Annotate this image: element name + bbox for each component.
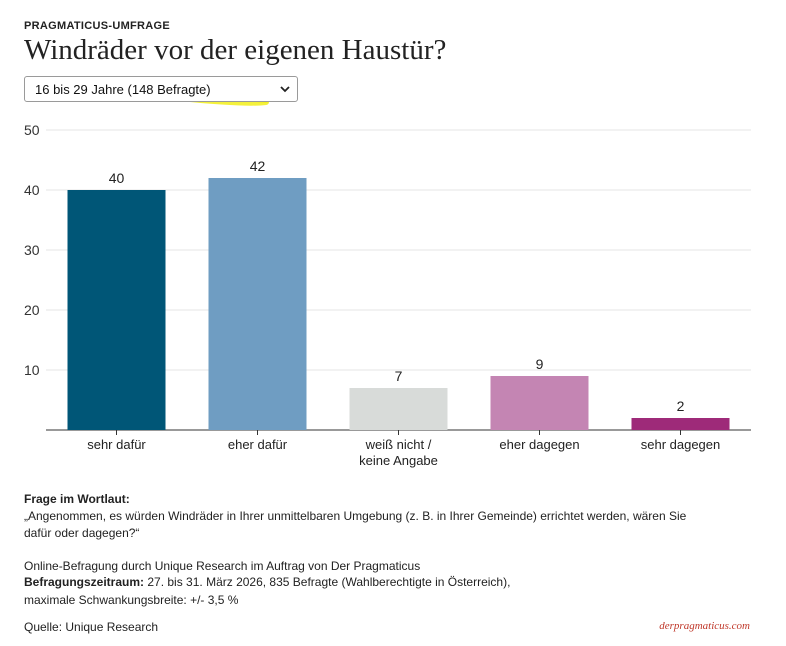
brand-link[interactable]: derpragmaticus.com bbox=[659, 620, 750, 632]
period-label: Befragungszeitraum: bbox=[24, 575, 145, 589]
bar-chart: 10 20 30 40 50 40 sehr dafür 42 eher dafür 7 weiß … bbox=[24, 122, 751, 468]
x-tick-label: sehr dafür bbox=[87, 437, 146, 452]
y-tick-label: 30 bbox=[24, 242, 40, 258]
question-line-1: „Angenommen, es würden Windräder in Ihre… bbox=[24, 509, 687, 523]
period-value: 27. bis 31. März 2026, 835 Befragte (Wah… bbox=[144, 575, 511, 589]
source-text: Quelle: Unique Research bbox=[24, 620, 159, 634]
y-tick-label: 50 bbox=[24, 122, 40, 138]
bar bbox=[349, 388, 448, 430]
bar-value-label: 42 bbox=[250, 158, 266, 174]
bar bbox=[67, 190, 166, 430]
y-tick-label: 40 bbox=[24, 182, 40, 198]
x-tick-label: weiß nicht / keine Angabe bbox=[359, 437, 438, 468]
question-text: „Angenommen, es würden Windräder in Ihre… bbox=[24, 508, 744, 541]
age-group-select[interactable]: 16 bis 29 Jahre (148 Befragte) bbox=[24, 76, 298, 102]
y-tick-label: 10 bbox=[24, 362, 40, 378]
survey-eyebrow: PRAGMATICUS-UMFRAGE bbox=[24, 20, 171, 32]
x-tick-label: eher dafür bbox=[228, 437, 288, 452]
question-title: Frage im Wortlaut: bbox=[24, 492, 130, 506]
age-group-select-box[interactable]: 16 bis 29 Jahre (148 Befragte) bbox=[24, 76, 298, 102]
bar bbox=[631, 418, 730, 430]
bar-value-label: 40 bbox=[109, 170, 125, 186]
bar bbox=[490, 376, 589, 430]
bar bbox=[208, 178, 307, 430]
method-text: Online-Befragung durch Unique Research i… bbox=[24, 559, 421, 573]
margin-text: maximale Schwankungsbreite: +/- 3,5 % bbox=[24, 593, 239, 607]
x-tick-label: sehr dagegen bbox=[641, 437, 721, 452]
page-title: Windräder vor der eigenen Haustür? bbox=[24, 34, 447, 66]
bar-value-label: 2 bbox=[677, 398, 685, 414]
x-tick-label: eher dagegen bbox=[499, 437, 579, 452]
period-text: Befragungszeitraum: 27. bis 31. März 202… bbox=[24, 574, 624, 591]
bar-value-label: 9 bbox=[536, 356, 544, 372]
age-group-selected-value: 16 bis 29 Jahre (148 Befragte) bbox=[35, 82, 211, 97]
question-line-2: dafür oder dagegen?“ bbox=[24, 525, 140, 540]
bar-value-label: 7 bbox=[395, 368, 403, 384]
chevron-down-icon bbox=[280, 86, 290, 93]
y-tick-label: 20 bbox=[24, 302, 40, 318]
